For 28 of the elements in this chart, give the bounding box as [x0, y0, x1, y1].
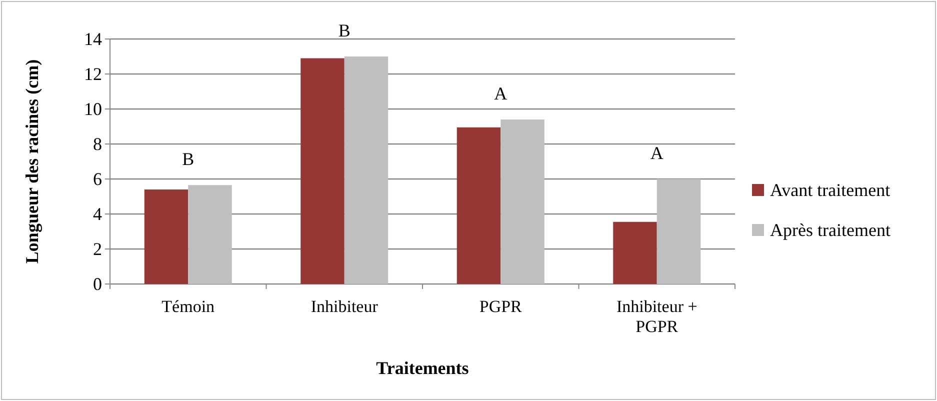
y-tick-label: 4 [93, 204, 102, 224]
y-axis-title: Longueur des racines (cm) [22, 59, 42, 264]
x-tick-label: Inhibiteur [310, 297, 378, 316]
y-tick-label: 10 [84, 98, 102, 119]
x-tick-label: Inhibiteur + PGPR [616, 297, 698, 336]
bar [456, 127, 501, 284]
x-axis-title: Traitements [376, 358, 469, 378]
y-tick-label: 12 [84, 64, 102, 84]
bar [144, 190, 188, 284]
bar [500, 120, 544, 284]
bar [344, 56, 388, 284]
annotation: B [338, 20, 350, 40]
y-tick-label: 8 [93, 134, 102, 154]
x-tick-label: PGPR [479, 297, 523, 316]
bar [656, 179, 701, 284]
annotation: B [182, 149, 194, 170]
bar [300, 58, 344, 284]
y-tick-label: 0 [93, 274, 102, 294]
y-tick-label: 6 [93, 168, 102, 189]
bar [613, 222, 657, 284]
x-tick-label: Témoin [162, 297, 216, 316]
annotation: A [650, 143, 664, 163]
legend-label: Après traitement [770, 220, 890, 240]
legend-label: Avant traitement [770, 180, 890, 200]
y-tick-label: 14 [84, 28, 102, 49]
annotation: A [494, 84, 508, 104]
bar [188, 185, 232, 284]
y-tick-label: 2 [93, 238, 102, 259]
